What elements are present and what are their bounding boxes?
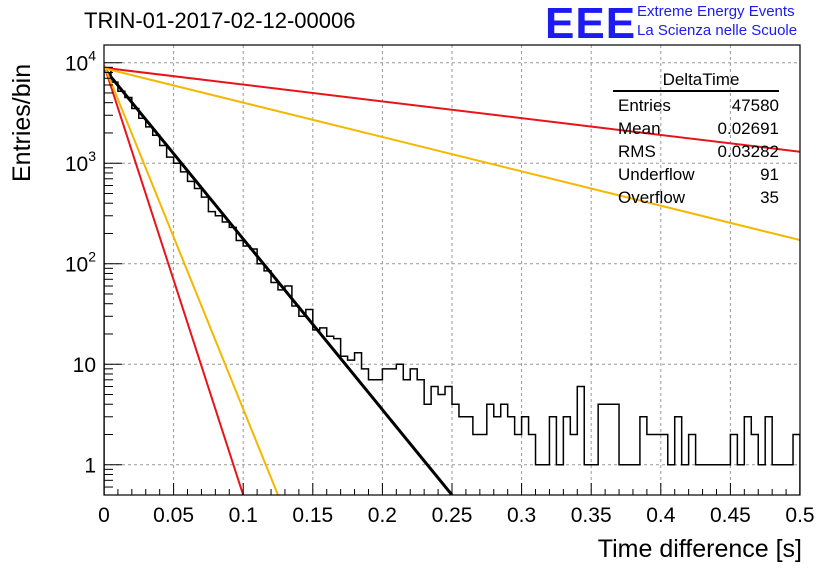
stats-row: Mean 0.02691 — [613, 117, 779, 140]
stats-label: RMS — [618, 142, 656, 161]
stats-title: DeltaTime — [613, 70, 779, 92]
histogram-series — [104, 68, 800, 495]
stats-label: Underflow — [618, 165, 695, 184]
x-tick-label: 0.4 — [646, 504, 676, 527]
y-tick-label: 1 — [84, 455, 96, 478]
x-tick-label: 0.45 — [710, 504, 751, 527]
stats-value: 35 — [760, 188, 779, 207]
x-tick-label: 0 — [98, 504, 110, 527]
y-tick-label: 104 — [65, 48, 96, 76]
x-axis-label: Time difference [s] — [597, 535, 802, 563]
stats-value: 0.02691 — [717, 119, 779, 138]
stats-row: RMS 0.03282 — [613, 140, 779, 163]
stats-label: Mean — [618, 119, 661, 138]
chart-title: TRIN-01-2017-02-12-00006 — [84, 8, 356, 33]
y-tick-label: 10 — [73, 354, 96, 377]
y-tick-label: 103 — [65, 148, 96, 176]
stats-row: Overflow 35 — [613, 186, 779, 209]
logo-line-2: La Scienza nelle Scuole — [637, 22, 798, 39]
logo-line-1: Extreme Energy Events — [637, 3, 795, 20]
x-tick-label: 0.25 — [432, 504, 473, 527]
x-tick-label: 0.1 — [229, 504, 258, 527]
x-tick-label: 0.15 — [292, 504, 333, 527]
stats-label: Entries — [618, 96, 671, 115]
stats-value: 47580 — [731, 96, 779, 115]
stats-row: Entries 47580 — [613, 94, 779, 117]
stats-box: DeltaTime Entries 47580 Mean 0.02691 RMS 0.… — [613, 70, 779, 209]
stats-value: 0.03282 — [717, 142, 779, 161]
y-tick-label: 102 — [65, 249, 96, 277]
x-tick-label: 0.3 — [507, 504, 536, 527]
red-line-1 — [104, 66, 800, 153]
orange-line-4 — [104, 64, 279, 495]
black-line-0 — [104, 67, 454, 495]
stats-label: Overflow — [618, 188, 686, 207]
orange-line-2 — [104, 67, 800, 242]
stats-row: Underflow 91 — [613, 163, 779, 186]
x-tick-label: 0.35 — [571, 504, 612, 527]
y-axis-label: Entries/bin — [8, 63, 36, 182]
logo-subtitle: Extreme Energy Events La Scienza nelle S… — [637, 2, 797, 40]
stats-value: 91 — [760, 165, 779, 184]
x-tick-label: 0.2 — [368, 504, 397, 527]
x-tick-label: 0.05 — [153, 504, 194, 527]
x-tick-label: 0.5 — [785, 504, 814, 527]
red-line-3 — [104, 64, 245, 495]
eee-logo: EEE — [545, 0, 637, 48]
